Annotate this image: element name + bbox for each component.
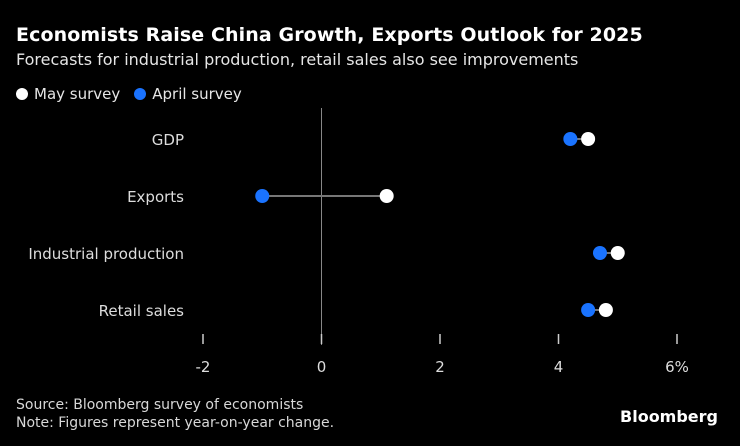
source-note: Source: Bloomberg survey of economists [16, 397, 304, 413]
x-tick-label: 4 [554, 358, 564, 376]
dot-april-survey [563, 132, 578, 146]
dot-may-survey [379, 189, 394, 203]
x-tick-label: 2 [435, 358, 445, 376]
category-label: Retail sales [99, 302, 185, 320]
legend-label-april: April survey [152, 85, 242, 103]
legend-item-april: April survey [134, 85, 242, 103]
footnote: Note: Figures represent year-on-year cha… [16, 415, 335, 431]
legend-swatch-april [134, 88, 147, 100]
dot-may-survey [610, 246, 625, 260]
dot-may-survey [581, 132, 596, 146]
x-tick-label: -2 [196, 358, 211, 376]
dot-may-survey [598, 303, 613, 317]
legend-item-may: May survey [16, 85, 120, 103]
x-tick-label: 0 [317, 358, 327, 376]
category-label: Industrial production [28, 245, 184, 263]
chart-subtitle: Forecasts for industrial production, ret… [16, 50, 579, 69]
legend-label-may: May survey [34, 85, 121, 103]
dot-april-survey [592, 246, 607, 260]
x-tick-label: 6% [665, 358, 689, 376]
category-label: GDP [152, 131, 184, 149]
category-label: Exports [127, 188, 184, 206]
legend: May survey April survey [16, 85, 242, 103]
bloomberg-logo: Bloomberg [620, 407, 718, 426]
footer: Source: Bloomberg survey of economists N… [16, 396, 334, 432]
legend-swatch-may [16, 88, 28, 100]
chart-title: Economists Raise China Growth, Exports O… [16, 24, 643, 46]
dot-april-survey [581, 303, 596, 317]
dot-april-survey [255, 189, 270, 203]
